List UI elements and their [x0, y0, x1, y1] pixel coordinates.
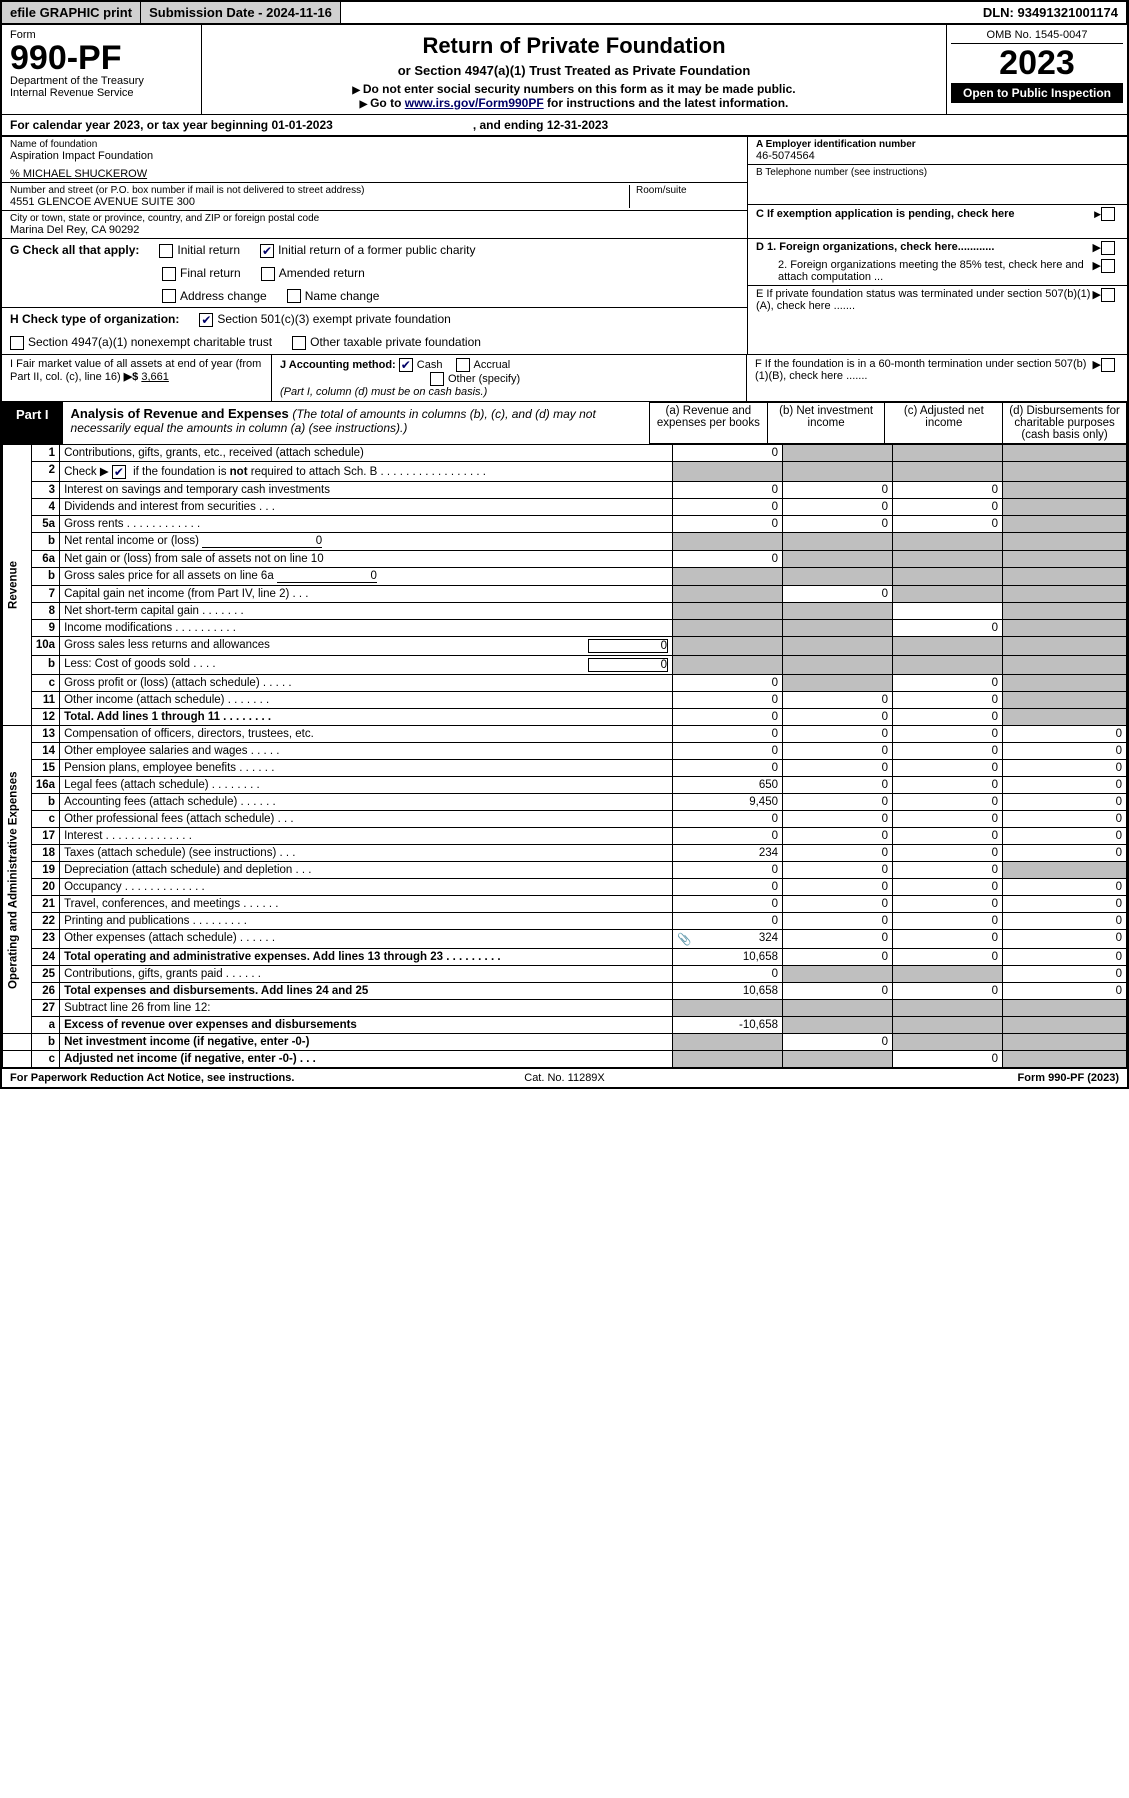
dln-label: DLN: 93491321001174: [341, 2, 1127, 23]
amended-return-checkbox[interactable]: [261, 267, 275, 281]
j-note: (Part I, column (d) must be on cash basi…: [280, 386, 487, 398]
501c3-checkbox[interactable]: [199, 313, 213, 327]
col-d-header: (d) Disbursements for charitable purpose…: [1003, 403, 1127, 444]
form-header: Form 990-PF Department of the Treasury I…: [2, 25, 1127, 114]
f-checkbox[interactable]: [1101, 358, 1115, 372]
address-change-checkbox[interactable]: [162, 289, 176, 303]
name-change-checkbox[interactable]: [287, 289, 301, 303]
city-label: City or town, state or province, country…: [10, 213, 739, 224]
g-section: G Check all that apply: Initial return I…: [2, 239, 747, 262]
final-return-checkbox[interactable]: [162, 267, 176, 281]
cash-checkbox[interactable]: [399, 358, 413, 372]
street-value: 4551 GLENCOE AVENUE SUITE 300: [10, 196, 629, 208]
c-exemption-label: C If exemption application is pending, c…: [756, 208, 1094, 220]
ssn-warning: Do not enter social security numbers on …: [214, 82, 934, 96]
accrual-checkbox[interactable]: [456, 358, 470, 372]
street-label: Number and street (or P.O. box number if…: [10, 185, 629, 196]
j-label: J Accounting method:: [280, 359, 396, 371]
top-bar: efile GRAPHIC print Submission Date - 20…: [2, 2, 1127, 25]
irs-label: Internal Revenue Service: [10, 87, 193, 99]
page-footer: For Paperwork Reduction Act Notice, see …: [2, 1068, 1127, 1087]
other-method-checkbox[interactable]: [430, 372, 444, 386]
col-a-header: (a) Revenue and expenses per books: [650, 403, 768, 444]
form-subtitle: or Section 4947(a)(1) Trust Treated as P…: [214, 63, 934, 78]
paperwork-notice: For Paperwork Reduction Act Notice, see …: [10, 1072, 294, 1084]
f-label: F If the foundation is in a 60-month ter…: [755, 358, 1093, 398]
foundation-name: Aspiration Impact Foundation: [10, 150, 739, 162]
schb-checkbox[interactable]: [112, 465, 126, 479]
d2-label: 2. Foreign organizations meeting the 85%…: [778, 259, 1093, 283]
4947-checkbox[interactable]: [10, 336, 24, 350]
i-amount: 3,661: [141, 371, 169, 383]
telephone-label: B Telephone number (see instructions): [756, 167, 1119, 178]
other-taxable-checkbox[interactable]: [292, 336, 306, 350]
e-label: E If private foundation status was termi…: [756, 288, 1093, 312]
tax-year: 2023: [951, 44, 1123, 83]
care-of-name: % MICHAEL SHUCKEROW: [10, 168, 739, 180]
city-value: Marina Del Rey, CA 90292: [10, 224, 739, 236]
open-inspection: Open to Public Inspection: [951, 83, 1123, 103]
part1-title: Analysis of Revenue and Expenses: [71, 406, 293, 421]
part1-table: Revenue 1Contributions, gifts, grants, e…: [2, 444, 1127, 1068]
col-c-header: (c) Adjusted net income: [885, 403, 1003, 444]
form-title: Return of Private Foundation: [214, 33, 934, 59]
e-checkbox[interactable]: [1101, 288, 1115, 302]
form-number: 990-PF: [10, 41, 193, 75]
cat-number: Cat. No. 11289X: [380, 1072, 750, 1084]
d1-checkbox[interactable]: [1101, 241, 1115, 255]
form-footer-label: Form 990-PF (2023): [749, 1072, 1119, 1084]
efile-print-button[interactable]: efile GRAPHIC print: [2, 2, 141, 23]
form990pf-link[interactable]: www.irs.gov/Form990PF: [405, 96, 544, 110]
part1-tab: Part I: [2, 402, 63, 444]
ein-label: A Employer identification number: [756, 139, 1119, 150]
foundation-name-label: Name of foundation: [10, 139, 739, 150]
dept-treasury: Department of the Treasury: [10, 75, 193, 87]
initial-return-checkbox[interactable]: [159, 244, 173, 258]
revenue-side: Revenue: [3, 445, 32, 726]
omb-number: OMB No. 1545-0047: [951, 27, 1123, 44]
initial-former-checkbox[interactable]: [260, 244, 274, 258]
calendar-year-line: For calendar year 2023, or tax year begi…: [2, 114, 1127, 135]
instructions-link-line: Go to www.irs.gov/Form990PF for instruct…: [214, 96, 934, 110]
d2-checkbox[interactable]: [1101, 259, 1115, 273]
c-checkbox[interactable]: [1101, 207, 1115, 221]
ein-value: 46-5074564: [756, 150, 1119, 162]
h-label: H Check type of organization:: [10, 312, 179, 327]
expenses-side: Operating and Administrative Expenses: [3, 726, 32, 1034]
submission-date-button[interactable]: Submission Date - 2024-11-16: [141, 2, 341, 23]
d1-label: D 1. Foreign organizations, check here..…: [756, 241, 994, 253]
g-label: G Check all that apply:: [10, 243, 139, 258]
room-label: Room/suite: [636, 185, 739, 196]
col-b-header: (b) Net investment income: [767, 403, 885, 444]
